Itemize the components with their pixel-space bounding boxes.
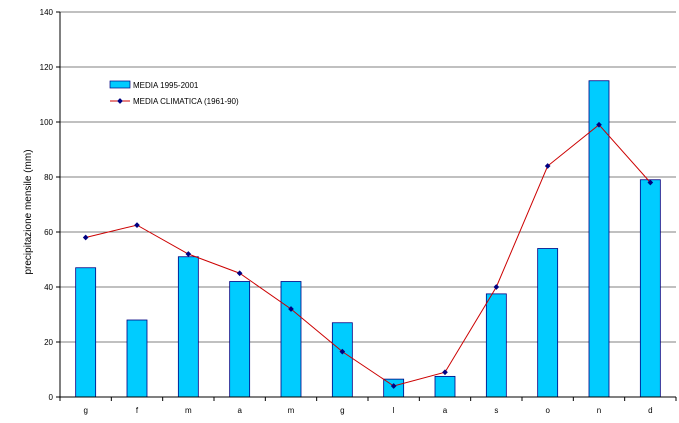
line-marker-6 bbox=[390, 383, 397, 389]
y-tick-label-100: 100 bbox=[40, 118, 54, 127]
x-tick-label-4: m bbox=[288, 406, 295, 415]
line-marker-10 bbox=[596, 121, 602, 128]
line-marker-5 bbox=[339, 348, 346, 355]
bar-series bbox=[75, 80, 661, 398]
bar-2 bbox=[177, 256, 199, 398]
y-tick-label-40: 40 bbox=[44, 283, 53, 292]
line-marker-1 bbox=[134, 222, 140, 228]
bar-5 bbox=[331, 322, 353, 398]
bar-7 bbox=[434, 375, 456, 398]
y-tick-labels: 0 20 40 60 80 100 120 140 bbox=[40, 8, 54, 402]
line-marker-7 bbox=[442, 369, 448, 376]
x-tick-label-3: a bbox=[237, 406, 242, 415]
legend-line-marker bbox=[117, 98, 123, 104]
legend-line-label: MEDIA CLIMATICA (1961-90) bbox=[133, 97, 239, 106]
bar-3 bbox=[229, 281, 251, 398]
line-marker-2 bbox=[185, 251, 192, 257]
bar-8 bbox=[485, 293, 507, 398]
line-marker-8 bbox=[493, 284, 500, 290]
x-tick-label-2: m bbox=[185, 406, 192, 415]
line-marker-11 bbox=[647, 179, 654, 186]
bar-0 bbox=[75, 267, 97, 398]
legend: MEDIA 1995-2001 MEDIA CLIMATICA (1961-90… bbox=[109, 80, 239, 106]
legend-bar-label: MEDIA 1995-2001 bbox=[133, 81, 199, 90]
y-tick-label-60: 60 bbox=[44, 228, 53, 237]
line-marker-4 bbox=[288, 306, 294, 312]
x-tick-label-7: a bbox=[443, 406, 448, 415]
y-tick-label-0: 0 bbox=[49, 393, 54, 402]
y-axis-label: precipitazione mensile (mm) bbox=[23, 149, 34, 274]
x-tick-label-1: f bbox=[136, 406, 139, 415]
bar-4 bbox=[280, 281, 302, 398]
y-tick-label-140: 140 bbox=[40, 8, 54, 17]
grid-lines bbox=[60, 11, 676, 343]
line-marker-0 bbox=[82, 234, 89, 241]
bar-9 bbox=[537, 248, 559, 398]
y-tick-label-80: 80 bbox=[44, 173, 53, 182]
x-tick-label-9: o bbox=[545, 406, 550, 415]
bar-11 bbox=[639, 179, 661, 398]
y-tick-label-120: 120 bbox=[40, 63, 54, 72]
x-tick-label-8: s bbox=[494, 406, 498, 415]
x-tick-label-5: g bbox=[340, 406, 344, 415]
x-tick-label-0: g bbox=[83, 406, 87, 415]
x-tick-label-10: n bbox=[597, 406, 601, 415]
y-tick-label-20: 20 bbox=[44, 338, 53, 347]
legend-bar-swatch bbox=[109, 80, 131, 89]
axes bbox=[56, 11, 677, 401]
x-tick-label-11: d bbox=[648, 406, 652, 415]
line-marker-9 bbox=[544, 163, 551, 169]
bar-10 bbox=[588, 80, 610, 398]
line-series bbox=[82, 121, 654, 389]
line-path bbox=[85, 124, 651, 387]
x-tick-label-6: l bbox=[393, 406, 395, 415]
bar-1 bbox=[126, 319, 148, 398]
line-marker-3 bbox=[236, 270, 243, 277]
